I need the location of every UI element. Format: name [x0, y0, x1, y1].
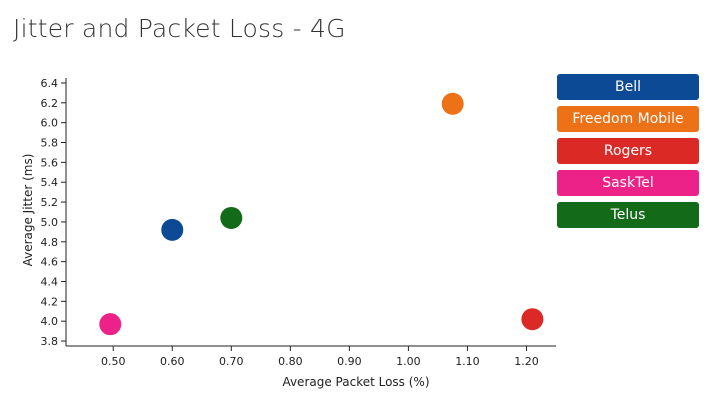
- x-tick-label: 0.60: [160, 355, 185, 368]
- legend-item-sasktel[interactable]: SaskTel: [557, 170, 699, 196]
- y-tick-label: 4.6: [41, 256, 59, 269]
- x-tick-label: 1.20: [514, 355, 539, 368]
- data-points: [99, 92, 544, 336]
- y-tick-label: 6.2: [41, 97, 59, 110]
- x-axis-label: Average Packet Loss (%): [282, 375, 429, 389]
- legend-item-telus[interactable]: Telus: [557, 202, 699, 228]
- point-sasktel[interactable]: [99, 313, 122, 336]
- point-bell[interactable]: [161, 218, 184, 241]
- x-tick-label: 0.70: [219, 355, 244, 368]
- y-tick-label: 4.8: [41, 236, 59, 249]
- x-tick-label: 1.10: [455, 355, 480, 368]
- chart-title: Jitter and Packet Loss - 4G: [13, 14, 346, 43]
- x-tick-label: 0.50: [101, 355, 126, 368]
- x-axis: 0.50 0.60 0.70 0.80 0.90 1.00 1.10 1.20: [66, 345, 556, 368]
- x-tick-label: 1.00: [396, 355, 421, 368]
- legend-item-freedom-mobile[interactable]: Freedom Mobile: [557, 106, 699, 132]
- point-freedom-mobile[interactable]: [441, 92, 464, 115]
- y-tick-label: 5.6: [41, 156, 59, 169]
- point-rogers[interactable]: [521, 308, 544, 331]
- y-tick-label: 5.0: [41, 216, 59, 229]
- y-tick-label: 4.4: [41, 275, 59, 288]
- point-telus[interactable]: [220, 206, 243, 229]
- y-tick-label: 5.4: [41, 176, 59, 189]
- y-tick-label: 6.4: [41, 77, 59, 90]
- legend-item-rogers[interactable]: Rogers: [557, 138, 699, 164]
- x-tick-label: 0.90: [337, 355, 362, 368]
- y-tick-label: 4.2: [41, 295, 59, 308]
- y-tick-label: 5.2: [41, 196, 59, 209]
- y-tick-label: 5.8: [41, 137, 59, 150]
- y-tick-label: 4.0: [41, 315, 59, 328]
- x-tick-label: 0.80: [278, 355, 303, 368]
- y-axis-label: Average Jitter (ms): [21, 154, 35, 267]
- y-tick-label: 6.0: [41, 117, 59, 130]
- y-axis: 3.8 4.0 4.2 4.4 4.6 4.8 5.0 5.2 5.4 5.6 5.8 6.0 6.2 6…: [41, 77, 67, 348]
- legend: Bell Freedom Mobile Rogers SaskTel Telus: [557, 74, 699, 234]
- y-tick-label: 3.8: [41, 335, 59, 348]
- legend-item-bell[interactable]: Bell: [557, 74, 699, 100]
